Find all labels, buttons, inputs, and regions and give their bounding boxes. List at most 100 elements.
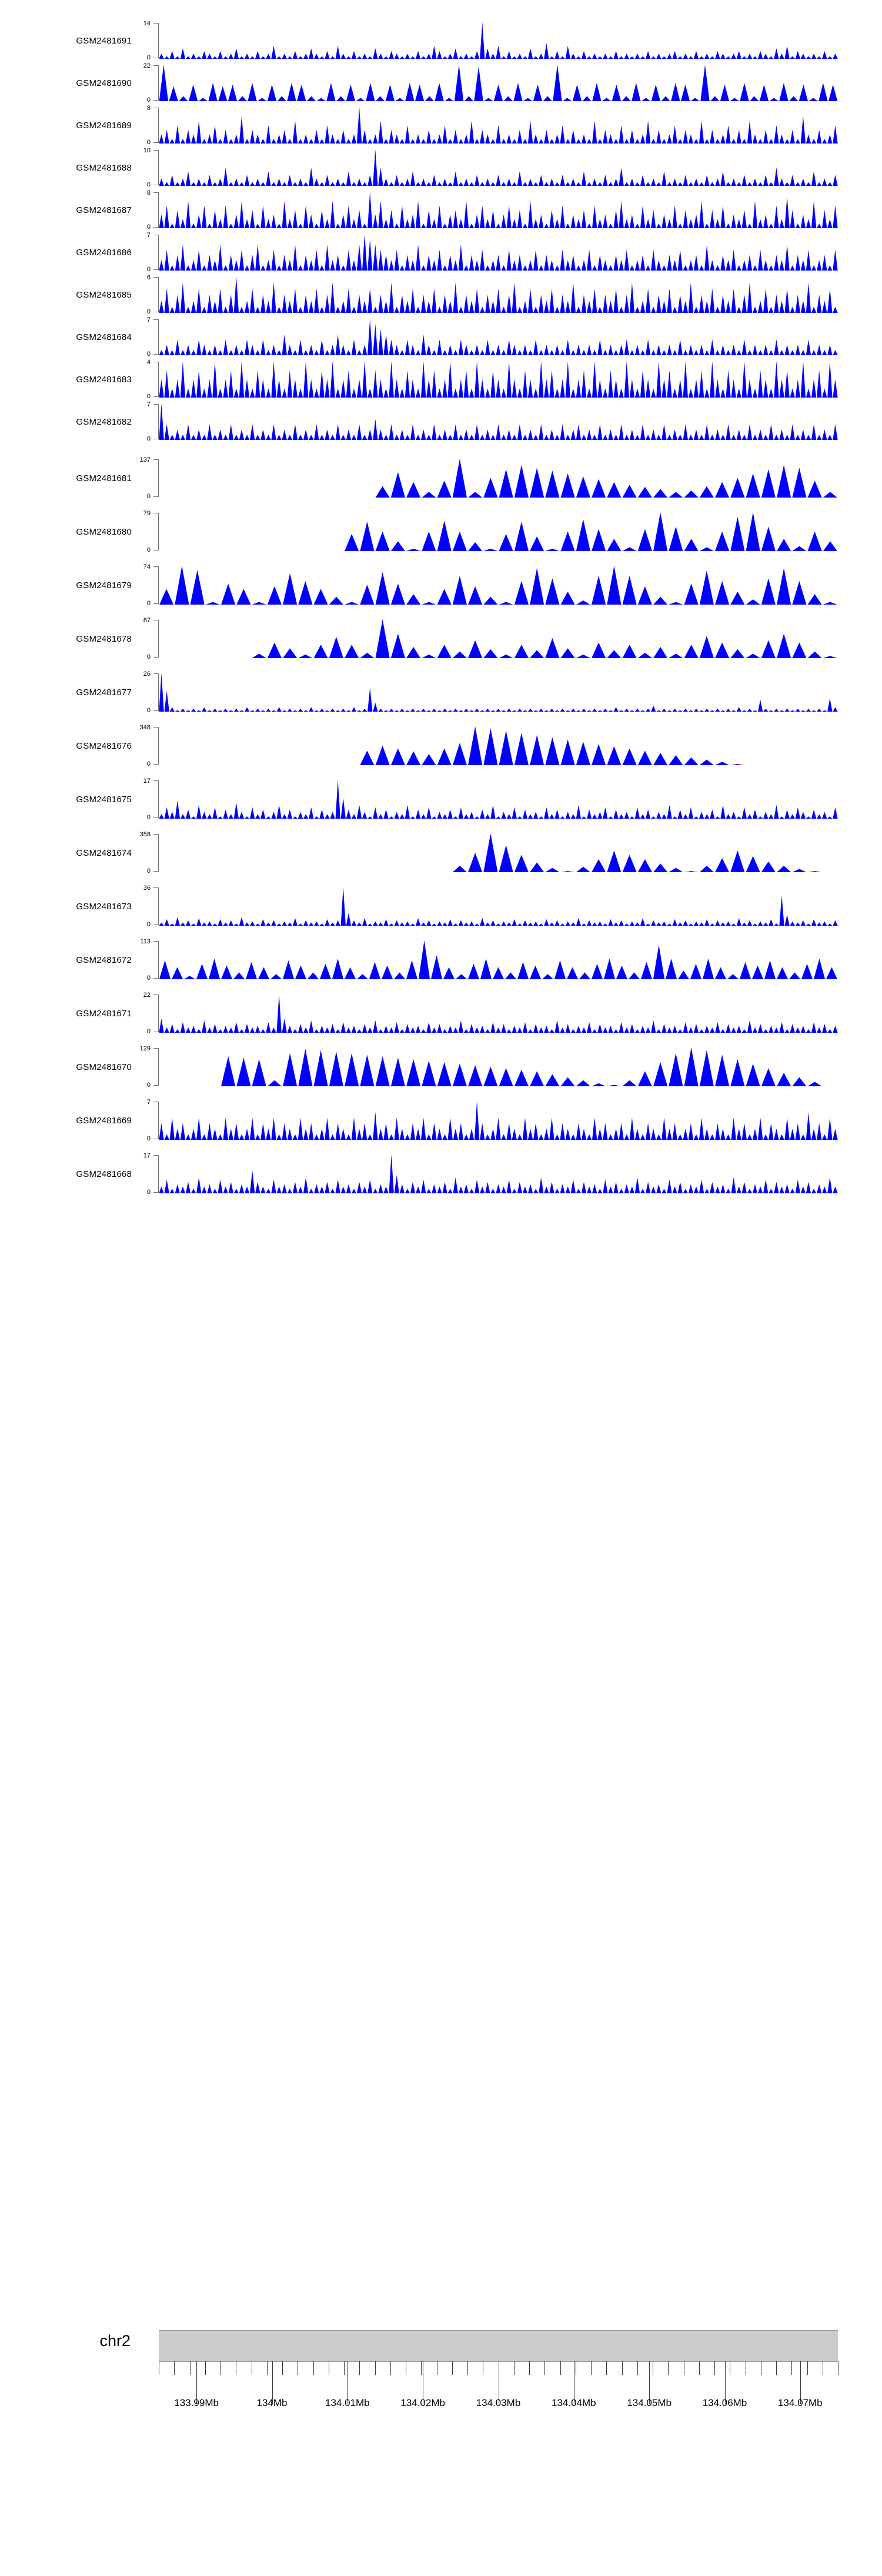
track-plot-area[interactable] bbox=[159, 833, 838, 872]
coverage-track: GSM2481669 7 0 bbox=[0, 1099, 882, 1142]
track-plot-area[interactable] bbox=[159, 887, 838, 926]
y-axis-max-label: 358 bbox=[139, 831, 151, 838]
y-axis-line bbox=[158, 192, 159, 228]
track-sample-label: GSM2481671 bbox=[76, 1008, 132, 1019]
track-plot-area[interactable] bbox=[159, 1154, 838, 1193]
ruler-major-tick bbox=[272, 2361, 273, 2404]
y-axis-max-label: 17 bbox=[143, 778, 151, 785]
y-axis-tick-bottom bbox=[153, 978, 159, 979]
track-sample-label: GSM2481681 bbox=[76, 473, 132, 483]
track-plot-area[interactable] bbox=[159, 459, 838, 498]
ruler-minor-tick bbox=[606, 2361, 607, 2375]
track-sample-label: GSM2481676 bbox=[76, 740, 132, 751]
y-axis-tick-top bbox=[153, 566, 159, 567]
coverage-track: GSM2481688 10 0 bbox=[0, 147, 882, 188]
y-axis-line bbox=[158, 673, 159, 711]
track-plot-area[interactable] bbox=[159, 234, 838, 271]
track-plot-area[interactable] bbox=[159, 276, 838, 313]
y-axis-max-label: 4 bbox=[146, 359, 151, 366]
coverage-track: GSM2481686 7 0 bbox=[0, 232, 882, 273]
track-plot-area[interactable] bbox=[159, 192, 838, 228]
y-axis-tick-bottom bbox=[153, 396, 159, 397]
ruler-major-tick bbox=[800, 2361, 801, 2404]
track-plot-area[interactable] bbox=[159, 361, 838, 398]
track-y-axis: 14 0 bbox=[136, 20, 159, 61]
y-axis-tick-top bbox=[153, 780, 159, 781]
ruler-tick-label: 134.07Mb bbox=[778, 2397, 823, 2408]
y-axis-tick-top bbox=[153, 23, 159, 24]
y-axis-max-label: 22 bbox=[143, 62, 151, 69]
y-axis-tick-bottom bbox=[153, 354, 159, 355]
track-y-axis: 87 0 bbox=[136, 617, 159, 660]
track-sample-label: GSM2481690 bbox=[76, 78, 132, 88]
track-plot-area[interactable] bbox=[159, 319, 838, 355]
y-axis-tick-bottom bbox=[153, 100, 159, 101]
track-plot-area[interactable] bbox=[159, 1047, 838, 1086]
coverage-track: GSM2481687 8 0 bbox=[0, 190, 882, 231]
y-axis-tick-bottom bbox=[153, 227, 159, 228]
coverage-track: GSM2481671 22 0 bbox=[0, 992, 882, 1035]
ruler-tick-label: 134.05Mb bbox=[627, 2397, 671, 2408]
y-axis-tick-bottom bbox=[153, 269, 159, 270]
y-axis-max-label: 7 bbox=[146, 316, 151, 323]
y-axis-tick-top bbox=[153, 319, 159, 320]
y-axis-line bbox=[158, 941, 159, 979]
y-axis-max-label: 36 bbox=[143, 885, 151, 892]
y-axis-line bbox=[158, 727, 159, 765]
y-axis-min-label: 0 bbox=[146, 1135, 151, 1142]
ruler-minor-tick bbox=[205, 2361, 206, 2375]
track-y-axis: 358 0 bbox=[136, 831, 159, 875]
y-axis-tick-bottom bbox=[153, 817, 159, 818]
track-sample-label: GSM2481674 bbox=[76, 847, 132, 858]
track-y-axis: 79 0 bbox=[136, 510, 159, 553]
track-plot-area[interactable] bbox=[159, 512, 838, 551]
track-plot-area[interactable] bbox=[159, 149, 838, 186]
track-plot-area[interactable] bbox=[159, 65, 838, 101]
y-axis-max-label: 10 bbox=[143, 147, 151, 154]
coverage-track: GSM2481680 79 0 bbox=[0, 510, 882, 553]
y-axis-max-label: 8 bbox=[146, 105, 151, 112]
y-axis-line bbox=[158, 319, 159, 355]
y-axis-line bbox=[158, 235, 159, 270]
y-axis-line bbox=[158, 887, 159, 925]
y-axis-line bbox=[158, 513, 159, 550]
ruler-minor-tick bbox=[359, 2361, 360, 2375]
ruler-minor-tick bbox=[313, 2361, 314, 2375]
coverage-track: GSM2481674 358 0 bbox=[0, 831, 882, 875]
ruler-minor-tick bbox=[544, 2361, 546, 2375]
track-plot-area[interactable] bbox=[159, 940, 838, 979]
ruler-tick-label: 134.06Mb bbox=[702, 2397, 747, 2408]
y-axis-max-label: 14 bbox=[143, 20, 151, 27]
track-plot-area[interactable] bbox=[159, 1101, 838, 1140]
track-plot-area[interactable] bbox=[159, 994, 838, 1033]
track-plot-area[interactable] bbox=[159, 107, 838, 144]
track-plot-area[interactable] bbox=[159, 619, 838, 658]
coverage-track: GSM2481679 74 0 bbox=[0, 563, 882, 607]
ideogram-bar[interactable] bbox=[159, 2330, 838, 2362]
track-sample-label: GSM2481675 bbox=[76, 794, 132, 805]
track-plot-area[interactable] bbox=[159, 403, 838, 440]
y-axis-min-label: 0 bbox=[146, 223, 151, 231]
track-plot-area[interactable] bbox=[159, 566, 838, 605]
track-plot-area[interactable] bbox=[159, 780, 838, 819]
track-y-axis: 36 0 bbox=[136, 885, 159, 928]
ruler-minor-tick bbox=[560, 2361, 561, 2375]
ruler-minor-tick bbox=[390, 2361, 391, 2375]
chromosome-label: chr2 bbox=[99, 2331, 131, 2350]
track-plot-area[interactable] bbox=[159, 726, 838, 765]
y-axis-line bbox=[158, 780, 159, 818]
ruler-minor-tick bbox=[452, 2361, 453, 2375]
y-axis-min-label: 0 bbox=[146, 308, 151, 315]
track-plot-area[interactable] bbox=[159, 22, 838, 59]
track-y-axis: 348 0 bbox=[136, 724, 159, 768]
y-axis-max-label: 74 bbox=[143, 563, 151, 570]
y-axis-tick-bottom bbox=[153, 871, 159, 872]
track-plot-area[interactable] bbox=[159, 673, 838, 712]
y-axis-max-label: 87 bbox=[143, 617, 151, 624]
y-axis-tick-bottom bbox=[153, 142, 159, 143]
y-axis-max-label: 348 bbox=[139, 724, 151, 731]
